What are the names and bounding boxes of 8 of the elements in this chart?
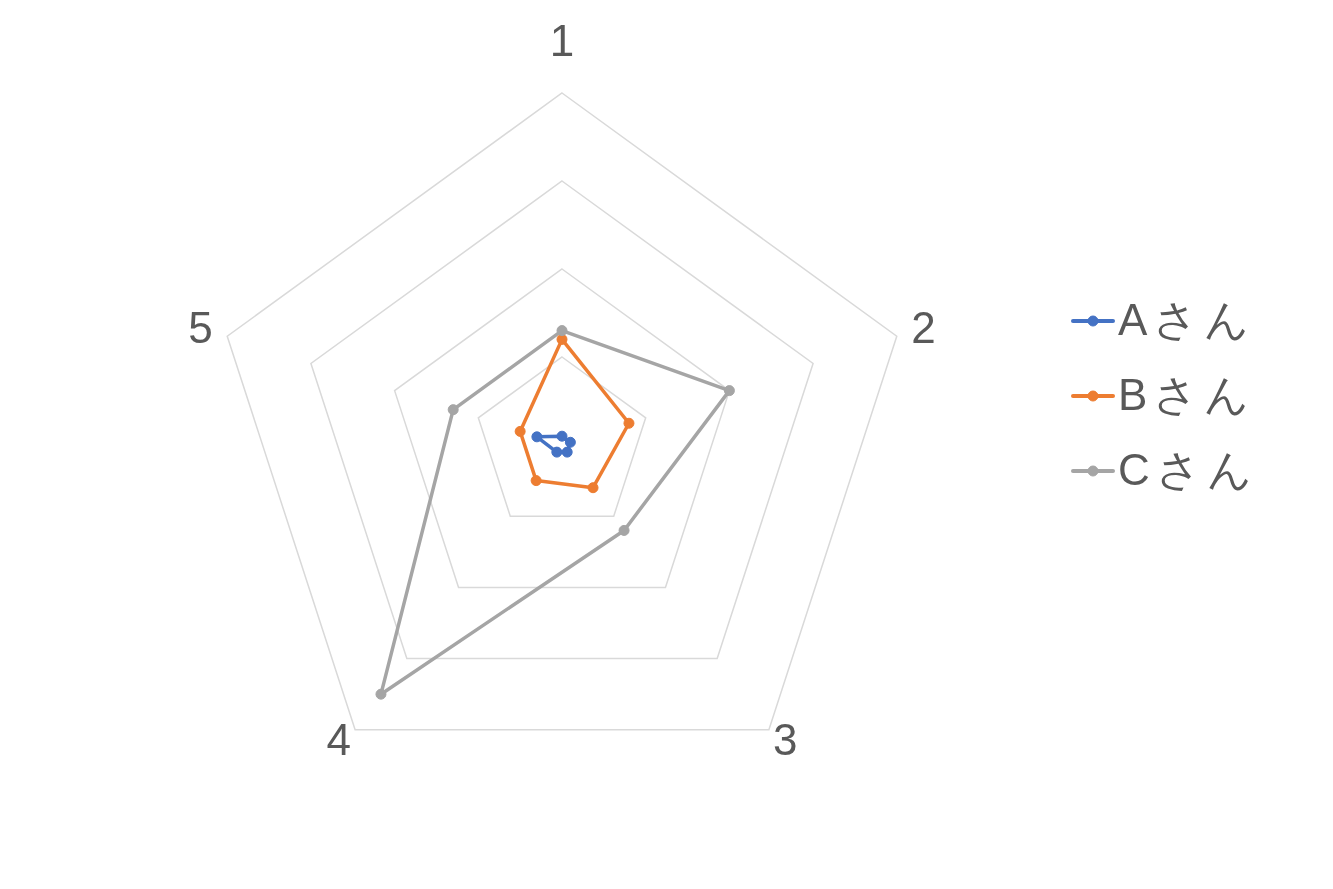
spoke-label: 2 [911,302,936,352]
spoke-label: 4 [326,714,351,764]
spoke-label: 5 [188,302,213,352]
legend-label: Cさん [1118,444,1258,496]
legend-label: Aさん [1118,294,1256,346]
spoke-label: 1 [549,15,575,65]
legend-label: Bさん [1118,369,1256,421]
spoke-label: 3 [773,714,798,764]
